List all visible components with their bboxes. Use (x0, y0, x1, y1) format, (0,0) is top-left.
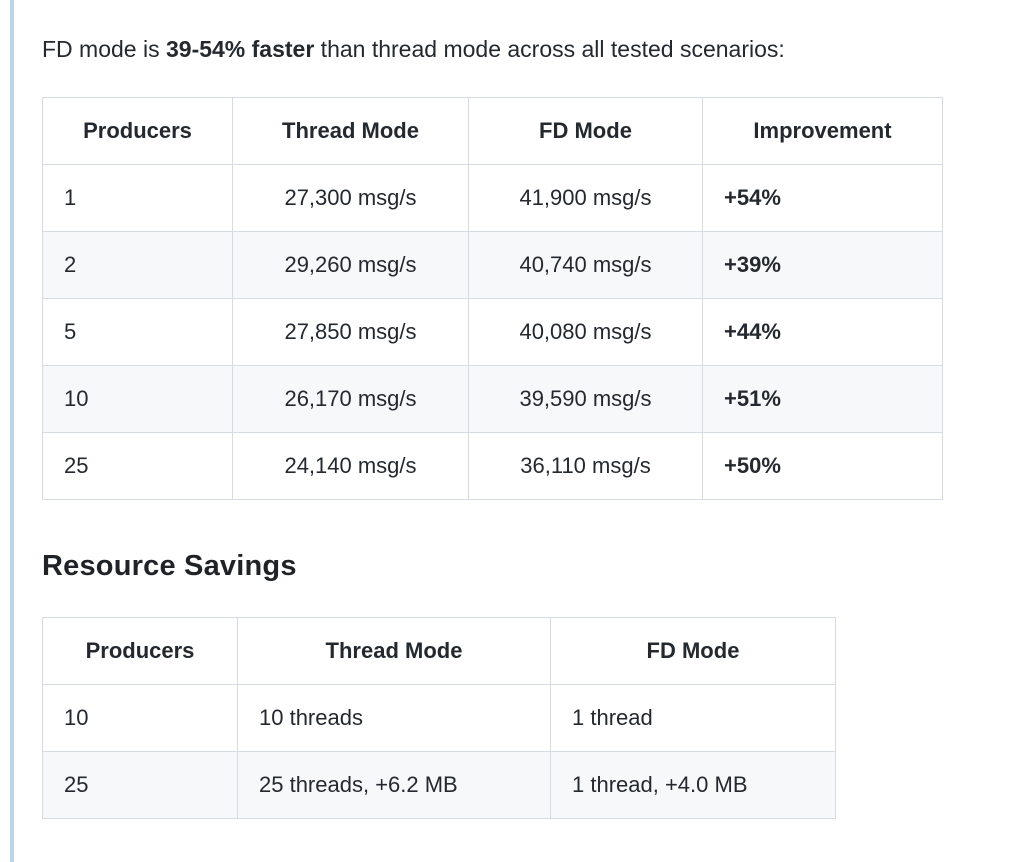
table-row: 25 24,140 msg/s 36,110 msg/s +50% (42, 432, 943, 500)
cell-fd-mode: 1 thread, +4.0 MB (550, 751, 836, 819)
column-header-fd-mode: FD Mode (550, 617, 836, 685)
resource-table-header-row: Producers Thread Mode FD Mode (42, 617, 836, 685)
intro-text-suffix: than thread mode across all tested scena… (314, 36, 785, 62)
column-header-producers: Producers (42, 617, 238, 685)
cell-thread-mode: 25 threads, +6.2 MB (237, 751, 551, 819)
cell-producers: 10 (42, 365, 233, 433)
cell-improvement: +39% (702, 231, 943, 299)
cell-thread-mode: 10 threads (237, 684, 551, 752)
cell-improvement: +44% (702, 298, 943, 366)
cell-producers: 25 (42, 432, 233, 500)
table-row: 2 29,260 msg/s 40,740 msg/s +39% (42, 231, 943, 299)
cell-improvement: +51% (702, 365, 943, 433)
cell-improvement: +50% (702, 432, 943, 500)
cell-thread-mode: 24,140 msg/s (232, 432, 469, 500)
cell-fd-mode: 1 thread (550, 684, 836, 752)
cell-fd-mode: 40,080 msg/s (468, 298, 703, 366)
cell-fd-mode: 39,590 msg/s (468, 365, 703, 433)
column-header-thread-mode: Thread Mode (232, 97, 469, 165)
performance-table-header-row: Producers Thread Mode FD Mode Improvemen… (42, 97, 943, 165)
intro-paragraph: FD mode is 39-54% faster than thread mod… (42, 34, 1002, 64)
cell-thread-mode: 27,850 msg/s (232, 298, 469, 366)
table-row: 1 27,300 msg/s 41,900 msg/s +54% (42, 164, 943, 232)
table-row: 25 25 threads, +6.2 MB 1 thread, +4.0 MB (42, 751, 836, 819)
left-accent-line (10, 0, 14, 862)
column-header-producers: Producers (42, 97, 233, 165)
cell-producers: 1 (42, 164, 233, 232)
column-header-thread-mode: Thread Mode (237, 617, 551, 685)
cell-improvement: +54% (702, 164, 943, 232)
performance-table: Producers Thread Mode FD Mode Improvemen… (42, 97, 943, 500)
document-body: FD mode is 39-54% faster than thread mod… (42, 34, 1002, 819)
column-header-fd-mode: FD Mode (468, 97, 703, 165)
resource-savings-heading: Resource Savings (42, 550, 297, 582)
cell-thread-mode: 29,260 msg/s (232, 231, 469, 299)
column-header-improvement: Improvement (702, 97, 943, 165)
resource-table: Producers Thread Mode FD Mode 10 10 thre… (42, 617, 836, 819)
cell-thread-mode: 26,170 msg/s (232, 365, 469, 433)
cell-producers: 25 (42, 751, 238, 819)
cell-thread-mode: 27,300 msg/s (232, 164, 469, 232)
cell-fd-mode: 40,740 msg/s (468, 231, 703, 299)
cell-fd-mode: 36,110 msg/s (468, 432, 703, 500)
table-row: 10 26,170 msg/s 39,590 msg/s +51% (42, 365, 943, 433)
cell-producers: 2 (42, 231, 233, 299)
intro-text-prefix: FD mode is (42, 36, 166, 62)
table-row: 5 27,850 msg/s 40,080 msg/s +44% (42, 298, 943, 366)
cell-fd-mode: 41,900 msg/s (468, 164, 703, 232)
cell-producers: 5 (42, 298, 233, 366)
intro-highlight: 39-54% faster (165, 36, 315, 62)
cell-producers: 10 (42, 684, 238, 752)
table-row: 10 10 threads 1 thread (42, 684, 836, 752)
